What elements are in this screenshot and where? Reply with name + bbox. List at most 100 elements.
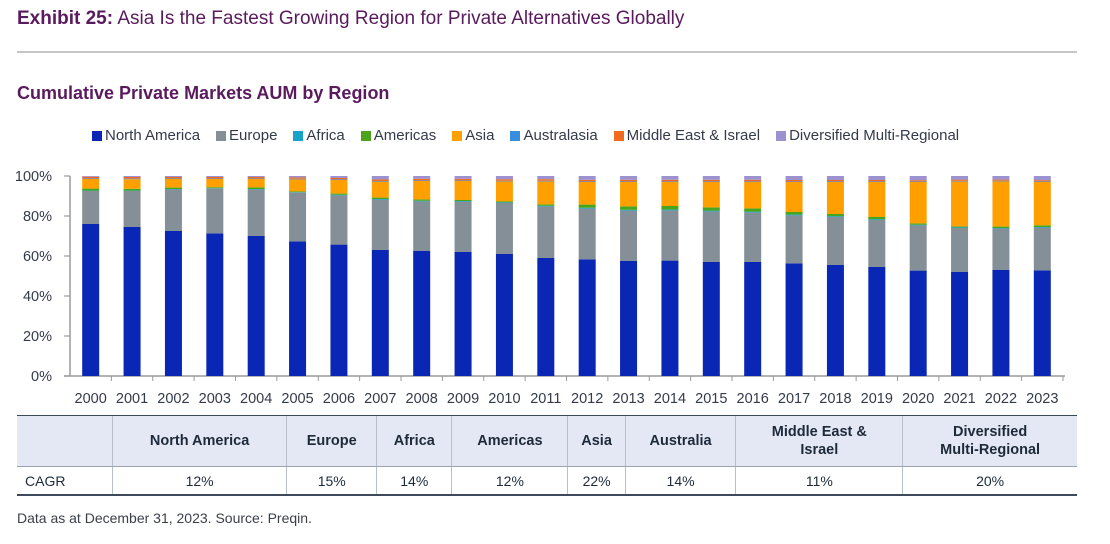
bar-segment [702, 262, 720, 376]
bar-segment [82, 178, 100, 179]
legend-label: Australasia [523, 127, 598, 144]
x-tick-label: 2000 [75, 391, 107, 407]
bar-segment [744, 182, 762, 209]
legend-swatch-icon [776, 130, 787, 141]
column-header: Americas [451, 416, 568, 466]
bar-segment [578, 208, 596, 260]
y-tick-label: 100% [15, 169, 52, 185]
bar-segment [289, 192, 307, 242]
x-tick-label: 2005 [281, 391, 313, 407]
bar-segment [620, 179, 638, 182]
column-header-line: Europe [306, 433, 357, 449]
column-header: Africa [376, 416, 452, 466]
bar-segment [371, 199, 389, 200]
bar-segment [909, 223, 927, 225]
bar-segment [992, 181, 1010, 227]
bar-segment [454, 181, 472, 200]
exhibit-heading: Asia Is the Fastest Growing Region for P… [117, 8, 685, 29]
bar-segment [951, 228, 969, 272]
bar-segment [909, 180, 927, 182]
bar-segment [744, 212, 762, 262]
column-header-line: Asia [581, 433, 612, 449]
bar-segment [826, 181, 844, 182]
bar-segment [868, 182, 886, 217]
bar-segment [620, 181, 638, 182]
column-header-line: Americas [477, 433, 543, 449]
bar-segment [289, 177, 307, 179]
bar-segment [537, 204, 555, 206]
bar-segment [826, 182, 844, 214]
column-header-line: Israel [800, 442, 839, 458]
bar-segment [951, 180, 969, 182]
bar-segment [620, 176, 638, 180]
x-tick-label: 2002 [157, 391, 189, 407]
column-header: Middle East & Israel [735, 416, 903, 466]
bar-segment [1033, 225, 1051, 227]
legend-label: Africa [306, 127, 345, 144]
bar-segment [992, 176, 1010, 180]
cagr-value: 14% [376, 466, 452, 496]
legend-swatch-icon [92, 130, 102, 141]
bar-segment [826, 217, 844, 265]
bar-segment [661, 179, 679, 182]
y-tick-label: 40% [23, 289, 52, 305]
bar-segment [1033, 227, 1051, 271]
bar-segment [82, 179, 100, 189]
bar-segment [951, 181, 969, 227]
bar-segment [330, 178, 348, 180]
bar-segment [578, 259, 596, 376]
bar-segment [413, 251, 431, 376]
bar-segment [454, 201, 472, 202]
bar-segment [620, 210, 638, 261]
bar-segment [82, 191, 100, 224]
bar-segment [992, 180, 1010, 182]
bar-segment [868, 176, 886, 180]
bar-segment [661, 176, 679, 180]
bar-segment [661, 260, 679, 376]
x-tick-label: 2017 [778, 391, 810, 407]
bar-segment [702, 210, 720, 212]
bar-segment [702, 181, 720, 182]
bar-segment [537, 176, 555, 180]
legend-swatch-icon [452, 130, 463, 141]
bar-segment [620, 182, 638, 207]
bar-segment [413, 181, 431, 200]
bar-segment [413, 178, 431, 181]
bar-segment [123, 188, 141, 191]
bar-segment [744, 211, 762, 213]
legend-item: North America [92, 127, 200, 144]
bar-segment [495, 201, 513, 203]
bar-segment [992, 228, 1010, 270]
bar-segment [1033, 182, 1051, 226]
bar-segment [785, 215, 803, 264]
bar-segment [909, 270, 927, 376]
bar-segment [371, 181, 389, 198]
bar-segment [289, 178, 307, 180]
legend-label: Americas [373, 127, 437, 144]
bar-segment [578, 181, 596, 182]
bar-segment [744, 208, 762, 212]
bar-segment [868, 220, 886, 267]
bar-segment [371, 176, 389, 180]
bar-segment [495, 180, 513, 182]
bar-segment [826, 214, 844, 217]
bar-segment [454, 180, 472, 181]
bar-segment [785, 180, 803, 182]
legend-item: Diversified Multi-Regional [776, 127, 959, 144]
bar-segment [330, 244, 348, 376]
bar-segment [661, 182, 679, 206]
bar-segment [413, 201, 431, 251]
cagr-value: 20% [902, 466, 1077, 496]
column-header: North America [111, 416, 287, 466]
x-tick-label: 2018 [819, 391, 851, 407]
bar-segment [951, 226, 969, 228]
bar-segment [206, 233, 224, 376]
bar-segment [206, 188, 224, 234]
y-tick-label: 20% [23, 329, 52, 345]
stacked-bar-chart: 0% 20% 40% 60% 80% 100% 2000 2001 2002 2003 2004 20… [15, 169, 1065, 407]
legend-item: Australasia [510, 127, 598, 144]
bar-segment [413, 199, 431, 201]
bar-segment [868, 219, 886, 220]
bar-segment [289, 176, 307, 178]
bar-segment [702, 207, 720, 211]
